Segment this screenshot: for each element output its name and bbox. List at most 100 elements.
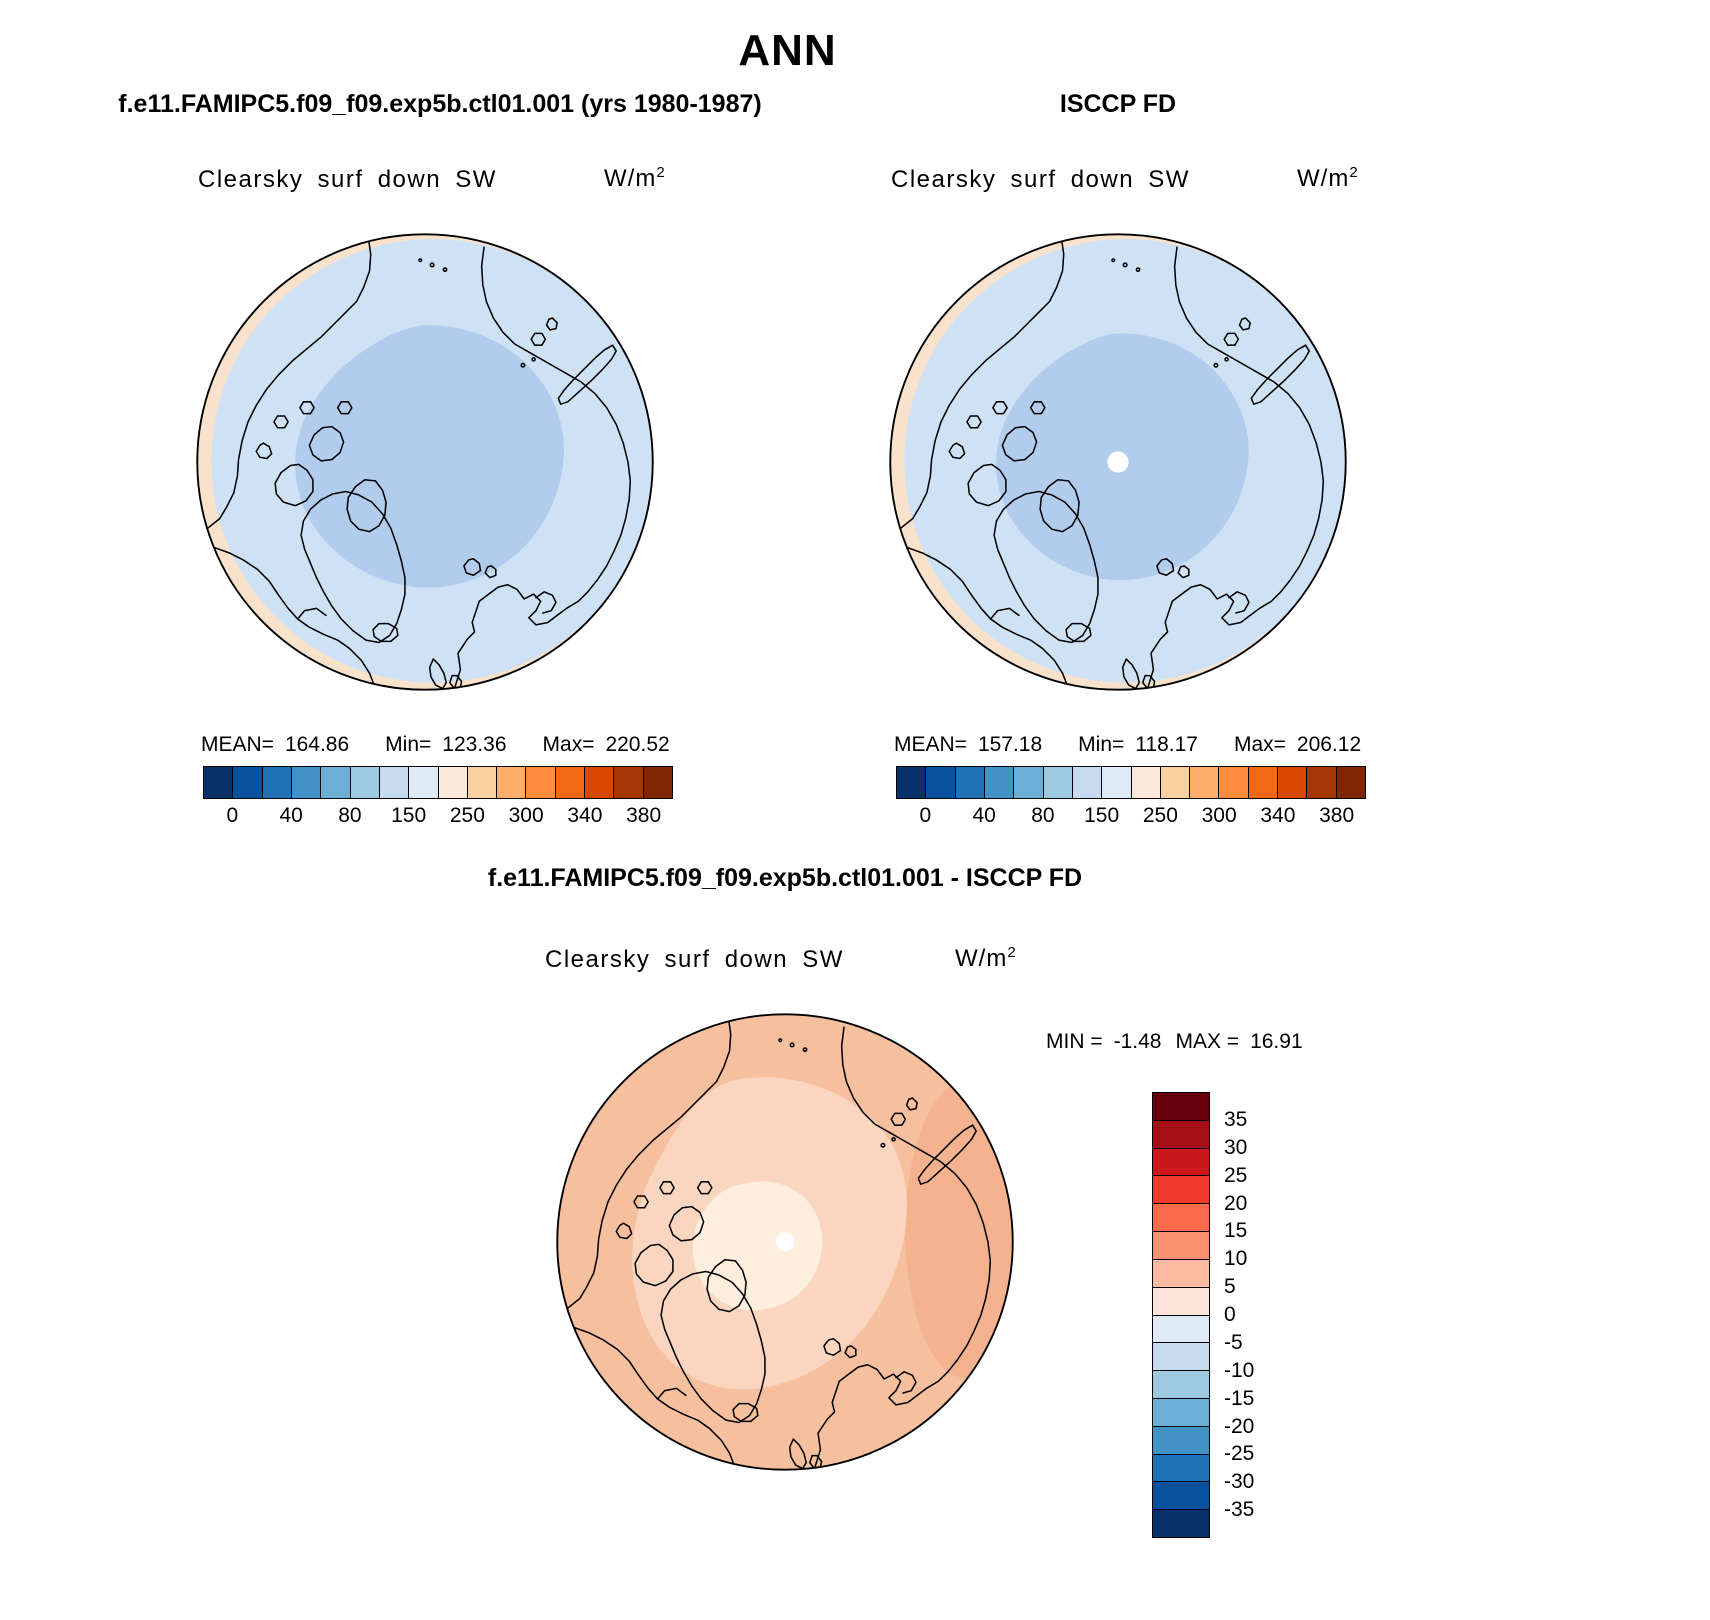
- figure-title: ANN: [738, 26, 837, 75]
- colorbar-cell: [1152, 1175, 1210, 1205]
- model-colorbar-ticks: 0 40 80 150 250 300 340 380: [203, 804, 673, 830]
- model-units-exponent: 2: [656, 164, 666, 181]
- obs-stats: MEAN= 157.18 Min= 118.17 Max= 206.12: [894, 733, 1361, 757]
- colorbar-tick-label: -15: [1224, 1386, 1255, 1410]
- model-stats: MEAN= 164.86 Min= 123.36 Max= 220.52: [201, 733, 670, 757]
- colorbar-cell: [1335, 766, 1366, 799]
- model-mean-value: 164.86: [284, 733, 350, 756]
- colorbar-cell: [1152, 1119, 1210, 1149]
- colorbar-tick-label: 0: [919, 804, 932, 827]
- diff-units-label: W/m2: [955, 944, 1017, 973]
- colorbar-tick-label: 250: [449, 804, 485, 827]
- colorbar-cell: [349, 766, 380, 799]
- colorbar-tick-label: 10: [1224, 1247, 1248, 1271]
- colorbar-tick-label: 0: [226, 804, 239, 827]
- colorbar-cell: [1013, 766, 1044, 799]
- colorbar-cell: [1152, 1092, 1210, 1121]
- model-max-label: Max=: [542, 733, 595, 756]
- colorbar-tick-label: -5: [1224, 1330, 1243, 1354]
- colorbar-cell: [408, 766, 439, 799]
- obs-map-boundary: [889, 233, 1347, 691]
- colorbar-tick-label: 150: [391, 804, 427, 827]
- colorbar-cell: [1152, 1258, 1210, 1288]
- diff-pole-hole: [775, 1232, 795, 1252]
- colorbar-cell: [290, 766, 322, 799]
- model-map-low-band: [295, 325, 565, 588]
- colorbar-cell: [437, 766, 468, 799]
- diff-units-base: W/m: [955, 945, 1008, 972]
- colorbar-tick-label: 150: [1084, 804, 1120, 827]
- colorbar-cell: [1101, 766, 1132, 799]
- model-mean-label: MEAN=: [201, 733, 274, 756]
- colorbar-cell: [466, 766, 498, 799]
- colorbar-tick-label: 15: [1224, 1219, 1248, 1243]
- obs-pole-hole: [1107, 451, 1129, 473]
- colorbar-cell: [1152, 1203, 1210, 1233]
- diff-colorbar-ticks: 35 30 25 20 15 10 5 0 -5 -10 -15 -20 -25 -30 -35: [1224, 1092, 1294, 1538]
- colorbar-tick-label: -35: [1224, 1498, 1255, 1522]
- colorbar-tick-label: 340: [567, 804, 603, 827]
- colorbar-tick-label: 300: [1201, 804, 1237, 827]
- obs-colorbar: [896, 766, 1366, 799]
- model-units-base: W/m: [604, 165, 657, 192]
- colorbar-cell: [232, 766, 263, 799]
- diff-min-value: -1.48: [1113, 1030, 1162, 1053]
- colorbar-cell: [1130, 766, 1161, 799]
- colorbar-cell: [1042, 766, 1073, 799]
- obs-mean-label: MEAN=: [894, 733, 967, 756]
- obs-min-label: Min=: [1078, 733, 1125, 756]
- diff-map-right-band: [905, 1082, 1013, 1378]
- colorbar-cell: [378, 766, 410, 799]
- obs-colorbar-ticks: 0 40 80 150 250 300 340 380: [896, 804, 1366, 830]
- colorbar-cell: [1152, 1147, 1210, 1177]
- obs-dataset-header: ISCCP FD: [1059, 90, 1177, 118]
- colorbar-cell: [554, 766, 586, 799]
- colorbar-tick-label: 30: [1224, 1135, 1248, 1159]
- colorbar-tick-label: 5: [1224, 1275, 1236, 1299]
- model-map-title: Clearsky surf down SW: [198, 166, 497, 193]
- colorbar-tick-label: -30: [1224, 1470, 1255, 1494]
- colorbar-cell: [613, 766, 644, 799]
- diff-map-boundary: [556, 1013, 1014, 1471]
- colorbar-cell: [203, 766, 234, 799]
- model-map-boundary: [196, 233, 654, 691]
- colorbar-cell: [1152, 1231, 1210, 1260]
- colorbar-cell: [320, 766, 351, 799]
- diff-map: [556, 1013, 1014, 1471]
- colorbar-cell: [1152, 1342, 1210, 1372]
- colorbar-tick-label: 340: [1260, 804, 1296, 827]
- colorbar-cell: [1071, 766, 1103, 799]
- colorbar-cell: [584, 766, 615, 799]
- colorbar-cell: [642, 766, 673, 799]
- colorbar-cell: [954, 766, 985, 799]
- colorbar-cell: [1152, 1453, 1210, 1483]
- diff-units-exponent: 2: [1007, 944, 1017, 961]
- model-max-value: 220.52: [605, 733, 670, 756]
- diff-min-label: MIN =: [1046, 1030, 1103, 1053]
- colorbar-cell: [1152, 1425, 1210, 1455]
- colorbar-tick-label: -10: [1224, 1358, 1255, 1382]
- colorbar-cell: [925, 766, 956, 799]
- colorbar-cell: [261, 766, 292, 799]
- model-colorbar: [203, 766, 673, 799]
- diff-stats: MIN = -1.48 MAX = 16.91: [1046, 1030, 1303, 1054]
- diff-max-label: MAX =: [1175, 1030, 1240, 1053]
- obs-map: [889, 233, 1347, 691]
- colorbar-tick-label: -20: [1224, 1414, 1255, 1438]
- colorbar-tick-label: 80: [1031, 804, 1055, 827]
- colorbar-tick-label: 300: [508, 804, 544, 827]
- colorbar-cell: [1189, 766, 1220, 799]
- diff-colorbar: [1152, 1092, 1210, 1538]
- colorbar-cell: [1218, 766, 1249, 799]
- diff-map-title: Clearsky surf down SW: [545, 946, 844, 973]
- diff-max-value: 16.91: [1250, 1030, 1303, 1053]
- colorbar-cell: [496, 766, 527, 799]
- colorbar-cell: [896, 766, 927, 799]
- obs-units-exponent: 2: [1349, 164, 1359, 181]
- obs-max-value: 206.12: [1296, 733, 1362, 756]
- colorbar-tick-label: 40: [279, 804, 303, 827]
- obs-min-value: 118.17: [1135, 733, 1198, 756]
- colorbar-tick-label: 80: [338, 804, 362, 827]
- colorbar-tick-label: 25: [1224, 1163, 1248, 1187]
